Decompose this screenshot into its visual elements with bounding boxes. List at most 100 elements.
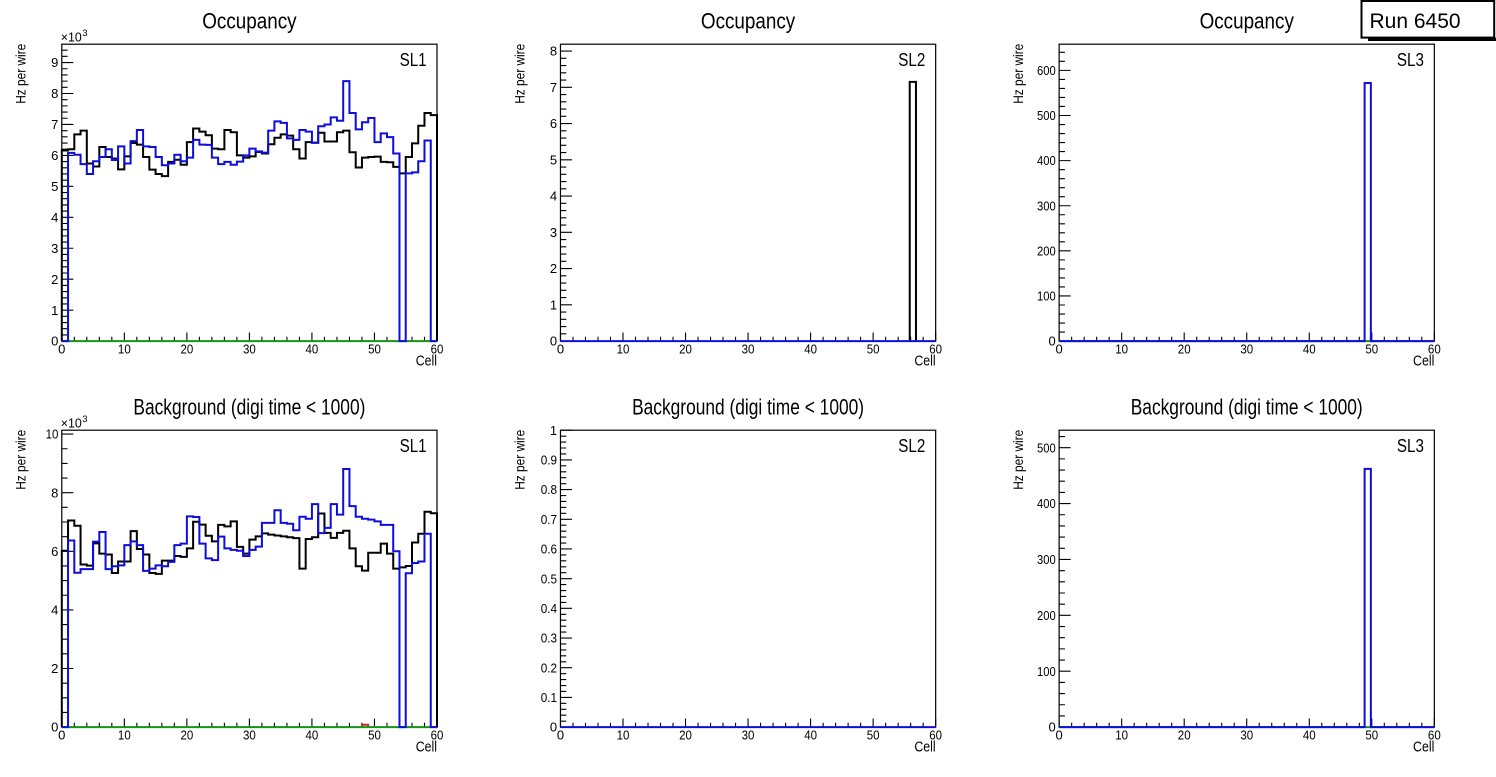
svg-text:40: 40 (804, 727, 817, 742)
svg-text:Cell: Cell (1413, 353, 1434, 370)
svg-text:Hz per wire: Hz per wire (512, 430, 527, 490)
svg-text:50: 50 (368, 727, 381, 742)
svg-text:0: 0 (1056, 341, 1063, 356)
svg-text:50: 50 (867, 727, 880, 742)
svg-text:Hz per wire: Hz per wire (14, 44, 29, 104)
svg-text:SL2: SL2 (898, 436, 925, 456)
svg-text:0: 0 (557, 341, 564, 356)
svg-text:0: 0 (51, 334, 58, 349)
svg-text:0.8: 0.8 (541, 482, 557, 497)
svg-text:Background (digi time < 1000): Background (digi time < 1000) (1131, 394, 1363, 419)
svg-text:20: 20 (180, 727, 193, 742)
svg-text:0.3: 0.3 (541, 631, 557, 646)
svg-text:8: 8 (51, 86, 58, 101)
svg-text:3: 3 (51, 241, 58, 256)
svg-text:60: 60 (431, 341, 444, 356)
svg-text:60: 60 (929, 727, 942, 742)
svg-text:40: 40 (1303, 727, 1316, 742)
svg-text:50: 50 (867, 341, 880, 356)
svg-text:600: 600 (1037, 63, 1056, 78)
svg-text:2: 2 (51, 661, 58, 676)
svg-text:20: 20 (1178, 341, 1191, 356)
svg-text:0: 0 (550, 334, 557, 349)
svg-text:7: 7 (550, 80, 557, 95)
svg-text:500: 500 (1037, 108, 1056, 123)
svg-text:60: 60 (929, 341, 942, 356)
svg-text:30: 30 (243, 341, 256, 356)
svg-text:SL1: SL1 (400, 50, 427, 70)
svg-text:40: 40 (306, 727, 319, 742)
svg-text:10: 10 (1115, 341, 1128, 356)
svg-text:500: 500 (1037, 440, 1056, 455)
svg-text:1: 1 (550, 423, 557, 438)
svg-text:1: 1 (51, 303, 58, 318)
svg-text:300: 300 (1037, 552, 1056, 567)
svg-text:Hz per wire: Hz per wire (1011, 44, 1026, 104)
svg-text:0: 0 (58, 341, 65, 356)
svg-text:0.5: 0.5 (541, 571, 557, 586)
svg-text:2: 2 (550, 261, 557, 276)
svg-text:Cell: Cell (416, 739, 437, 756)
svg-text:400: 400 (1037, 153, 1056, 168)
svg-text:Run 6450: Run 6450 (1370, 10, 1461, 33)
svg-text:SL3: SL3 (1397, 436, 1424, 456)
svg-text:SL1: SL1 (400, 436, 427, 456)
svg-text:0: 0 (1056, 727, 1063, 742)
svg-text:1: 1 (550, 297, 557, 312)
svg-text:Background (digi time < 1000): Background (digi time < 1000) (632, 394, 864, 419)
svg-text:Occupancy: Occupancy (701, 8, 795, 33)
svg-text:Cell: Cell (1413, 739, 1434, 756)
svg-text:0.1: 0.1 (541, 690, 557, 705)
svg-text:20: 20 (679, 727, 692, 742)
svg-text:0: 0 (58, 727, 65, 742)
svg-text:50: 50 (1365, 341, 1378, 356)
svg-text:30: 30 (1240, 341, 1253, 356)
svg-text:30: 30 (742, 727, 755, 742)
svg-text:100: 100 (1037, 289, 1056, 304)
svg-text:50: 50 (368, 341, 381, 356)
svg-text:8: 8 (550, 44, 557, 59)
svg-text:0.2: 0.2 (541, 660, 557, 675)
svg-text:0: 0 (51, 720, 58, 735)
svg-text:4: 4 (550, 189, 557, 204)
svg-text:7: 7 (51, 117, 58, 132)
svg-text:Background (digi time < 1000): Background (digi time < 1000) (133, 394, 365, 419)
svg-text:Cell: Cell (416, 353, 437, 370)
svg-text:2: 2 (51, 272, 58, 287)
svg-text:SL2: SL2 (898, 50, 925, 70)
svg-text:6: 6 (51, 544, 58, 559)
svg-text:×10: ×10 (61, 416, 82, 431)
svg-text:10: 10 (46, 427, 59, 442)
svg-text:100: 100 (1037, 664, 1056, 679)
svg-text:6: 6 (550, 116, 557, 131)
svg-text:400: 400 (1037, 496, 1056, 511)
svg-text:9: 9 (51, 55, 58, 70)
svg-text:0.4: 0.4 (541, 601, 557, 616)
svg-text:8: 8 (51, 485, 58, 500)
svg-text:4: 4 (51, 603, 58, 618)
svg-text:Hz per wire: Hz per wire (1011, 430, 1026, 490)
svg-text:Hz per wire: Hz per wire (512, 44, 527, 104)
svg-text:40: 40 (804, 341, 817, 356)
svg-text:0: 0 (1048, 334, 1055, 349)
svg-text:50: 50 (1365, 727, 1378, 742)
svg-text:SL3: SL3 (1397, 50, 1424, 70)
svg-text:10: 10 (1115, 727, 1128, 742)
svg-text:30: 30 (243, 727, 256, 742)
svg-text:10: 10 (118, 727, 131, 742)
svg-text:30: 30 (1240, 727, 1253, 742)
svg-text:×10: ×10 (61, 30, 82, 45)
svg-text:60: 60 (431, 727, 444, 742)
svg-text:5: 5 (51, 179, 58, 194)
svg-text:6: 6 (51, 148, 58, 163)
svg-text:Occupancy: Occupancy (202, 8, 296, 33)
svg-text:10: 10 (617, 341, 630, 356)
svg-text:200: 200 (1037, 243, 1056, 258)
svg-text:5: 5 (550, 152, 557, 167)
svg-text:0: 0 (1048, 720, 1055, 735)
svg-text:3: 3 (82, 28, 87, 39)
svg-text:10: 10 (118, 341, 131, 356)
svg-text:0.6: 0.6 (541, 542, 557, 557)
svg-text:10: 10 (617, 727, 630, 742)
svg-text:3: 3 (82, 414, 87, 425)
